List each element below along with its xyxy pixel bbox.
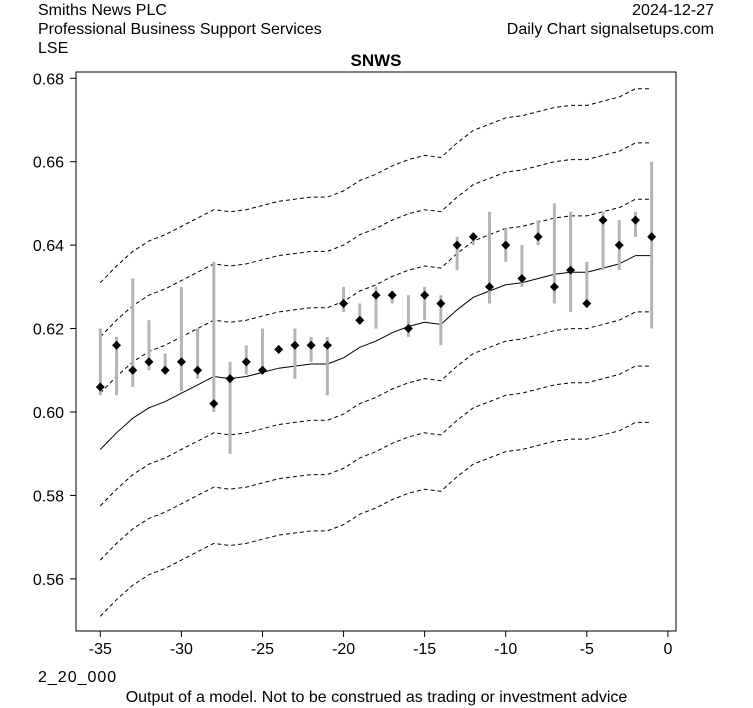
close-marker <box>225 374 235 384</box>
y-tick-label: 0.56 <box>33 572 64 589</box>
close-markers <box>95 215 657 409</box>
close-marker <box>112 340 122 350</box>
y-tick-label: 0.64 <box>33 238 64 255</box>
y-tick-label: 0.68 <box>33 71 64 88</box>
band-lower_1 <box>99 311 652 507</box>
x-tick-label: -35 <box>89 641 112 658</box>
close-marker <box>533 232 543 242</box>
close-marker <box>387 290 397 300</box>
close-marker <box>371 290 381 300</box>
close-marker <box>614 240 624 250</box>
x-tick-label: -20 <box>332 641 355 658</box>
band-lower_3 <box>99 421 652 617</box>
band-center <box>99 255 652 450</box>
close-marker <box>420 290 430 300</box>
close-marker <box>598 215 608 225</box>
chart-title: SNWS <box>351 51 402 70</box>
close-marker <box>647 232 657 242</box>
exchange-name: LSE <box>38 40 69 57</box>
close-marker <box>160 365 170 375</box>
close-marker <box>274 344 284 354</box>
x-tick-label: -10 <box>494 641 517 658</box>
close-marker <box>193 365 203 375</box>
x-tick-label: -30 <box>170 641 193 658</box>
y-tick-label: 0.60 <box>33 405 64 422</box>
close-marker <box>209 399 219 409</box>
x-tick-label: -15 <box>413 641 436 658</box>
close-marker <box>630 215 640 225</box>
y-tick-label: 0.62 <box>33 322 64 339</box>
close-marker <box>468 232 478 242</box>
close-marker <box>290 340 300 350</box>
close-marker <box>95 382 105 392</box>
band-upper_2 <box>99 142 652 338</box>
close-marker <box>257 365 267 375</box>
x-tick-label: -5 <box>580 641 594 658</box>
close-marker <box>306 340 316 350</box>
close-marker <box>485 282 495 292</box>
x-axis: -35 -30 -25 -20 -15 -10 -5 0 <box>89 631 672 658</box>
close-marker <box>355 315 365 325</box>
close-marker <box>501 240 511 250</box>
chart-source: Daily Chart signalsetups.com <box>506 21 714 38</box>
model-code: 2_20_000 <box>38 669 118 686</box>
model-bands <box>99 88 652 617</box>
close-marker <box>144 357 154 367</box>
close-marker <box>241 357 251 367</box>
band-lower_2 <box>99 365 652 561</box>
close-marker <box>128 365 138 375</box>
close-marker <box>436 299 446 309</box>
close-marker <box>566 265 576 275</box>
y-tick-label: 0.58 <box>33 488 64 505</box>
company-name: Smiths News PLC <box>38 2 167 19</box>
x-tick-label: -25 <box>251 641 274 658</box>
close-marker <box>339 299 349 309</box>
close-marker <box>452 240 462 250</box>
chart-date: 2024-12-27 <box>632 2 714 19</box>
plot-frame <box>75 71 677 632</box>
price-range-bars <box>98 161 654 454</box>
sector-name: Professional Business Support Services <box>38 21 322 38</box>
close-marker <box>403 324 413 334</box>
band-upper_3 <box>99 88 652 284</box>
band-upper_1 <box>99 198 652 394</box>
close-marker <box>517 273 527 283</box>
close-marker <box>322 340 332 350</box>
y-tick-label: 0.66 <box>33 155 64 172</box>
close-marker <box>582 299 592 309</box>
close-marker <box>549 282 559 292</box>
close-marker <box>176 357 186 367</box>
x-tick-label: 0 <box>663 641 672 658</box>
y-axis: 0.56 0.58 0.60 0.62 0.64 0.66 0.68 <box>33 71 76 589</box>
disclaimer: Output of a model. Not to be construed a… <box>125 689 628 706</box>
